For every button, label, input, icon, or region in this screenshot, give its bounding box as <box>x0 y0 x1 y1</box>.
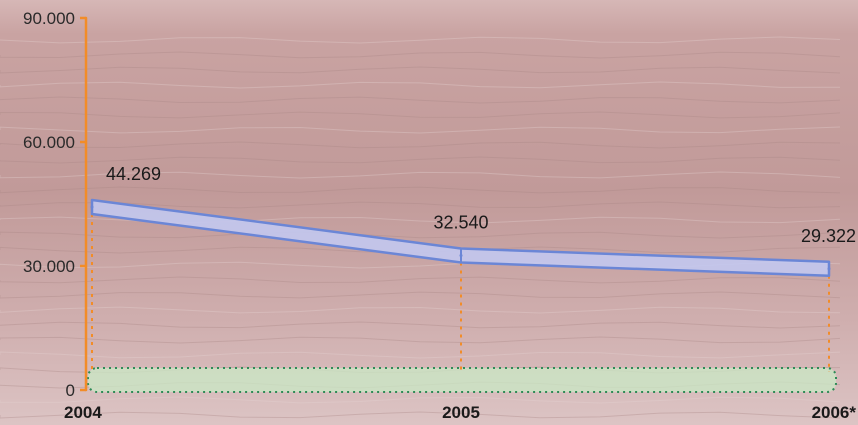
y-tick-label: 90.000 <box>23 9 75 28</box>
wave-line <box>0 396 841 404</box>
y-tick-label: 30.000 <box>23 257 75 276</box>
data-label: 44.269 <box>106 164 161 184</box>
wave-line <box>0 276 841 284</box>
wave-line <box>0 171 841 179</box>
wave-line <box>0 321 841 329</box>
data-label: 29.322 <box>801 226 856 246</box>
data-labels: 44.269 32.540 29.322 <box>106 164 856 246</box>
y-tick-label: 0 <box>66 381 75 400</box>
baseline-band <box>87 367 837 393</box>
y-tick-marks <box>80 16 86 392</box>
wave-line <box>0 351 841 359</box>
data-point <box>827 267 831 271</box>
data-point <box>90 205 94 209</box>
wave-line <box>0 141 841 149</box>
guide-lines <box>91 214 830 372</box>
wave-line <box>0 51 841 59</box>
x-tick-label: 2006* <box>812 403 857 422</box>
wave-line <box>0 126 841 134</box>
wave-line <box>0 36 841 44</box>
data-point <box>459 254 463 258</box>
y-tick-label: 60.000 <box>23 133 75 152</box>
wave-line <box>0 216 841 224</box>
wave-line <box>0 66 841 74</box>
wave-line <box>0 291 841 299</box>
x-tick-label: 2004 <box>64 403 102 422</box>
wave-line <box>0 411 841 419</box>
wave-line <box>0 201 841 209</box>
x-tick-label: 2005 <box>442 403 480 422</box>
wave-line <box>0 231 841 239</box>
data-points <box>90 205 831 271</box>
wave-line <box>0 96 841 104</box>
wave-line <box>0 186 841 194</box>
wave-line <box>0 306 841 314</box>
wave-line <box>0 111 841 119</box>
series-ribbon <box>90 198 831 278</box>
wave-line <box>0 156 841 164</box>
wave-line <box>0 336 841 344</box>
x-tick-labels: 2004 2005 2006* <box>64 403 856 422</box>
plot-area: 0 30.000 60.000 90.000 2004 2005 2006* 44.269… <box>23 9 856 422</box>
data-label: 32.540 <box>433 213 488 233</box>
y-tick-labels: 0 30.000 60.000 90.000 <box>23 9 75 400</box>
wave-line <box>0 81 841 89</box>
